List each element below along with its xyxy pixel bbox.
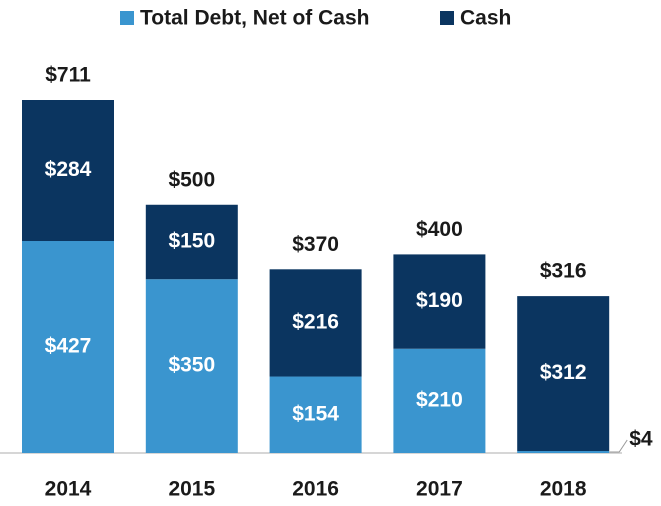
total-label: $500: [168, 168, 215, 191]
value-label: $150: [168, 230, 215, 253]
leader-line: [609, 439, 628, 453]
legend-label: Total Debt, Net of Cash: [140, 7, 369, 30]
bar-segment: [393, 254, 486, 349]
value-label: $210: [416, 388, 463, 411]
bar-segment: [269, 376, 362, 453]
x-tick-label: 2016: [292, 478, 339, 501]
x-tick-label: 2017: [416, 478, 463, 501]
bar-segment: [517, 451, 610, 453]
bar-segment: [145, 204, 238, 280]
bar-segment: [22, 100, 114, 242]
total-label: $370: [292, 233, 339, 256]
bar-segment: [517, 296, 610, 452]
bar-segment: [393, 348, 486, 453]
x-tick-label: 2018: [540, 478, 587, 501]
x-tick-label: 2014: [45, 478, 92, 501]
bar-segment: [145, 279, 238, 453]
bar-segment: [22, 241, 114, 453]
value-label: $154: [292, 402, 339, 425]
legend-swatch: [440, 11, 454, 25]
value-label: $427: [45, 335, 92, 358]
x-tick-label: 2015: [168, 478, 215, 501]
value-label: $216: [292, 310, 339, 333]
value-label: $4: [629, 428, 653, 451]
total-label: $711: [45, 64, 91, 87]
value-label: $350: [168, 354, 215, 377]
legend-swatch: [120, 11, 134, 25]
bar-segment: [269, 269, 362, 377]
legend-label: Cash: [460, 7, 511, 30]
total-label: $316: [540, 260, 587, 283]
value-label: $284: [45, 158, 92, 181]
value-label: $190: [416, 289, 463, 312]
total-label: $400: [416, 218, 463, 241]
value-label: $312: [540, 361, 587, 384]
